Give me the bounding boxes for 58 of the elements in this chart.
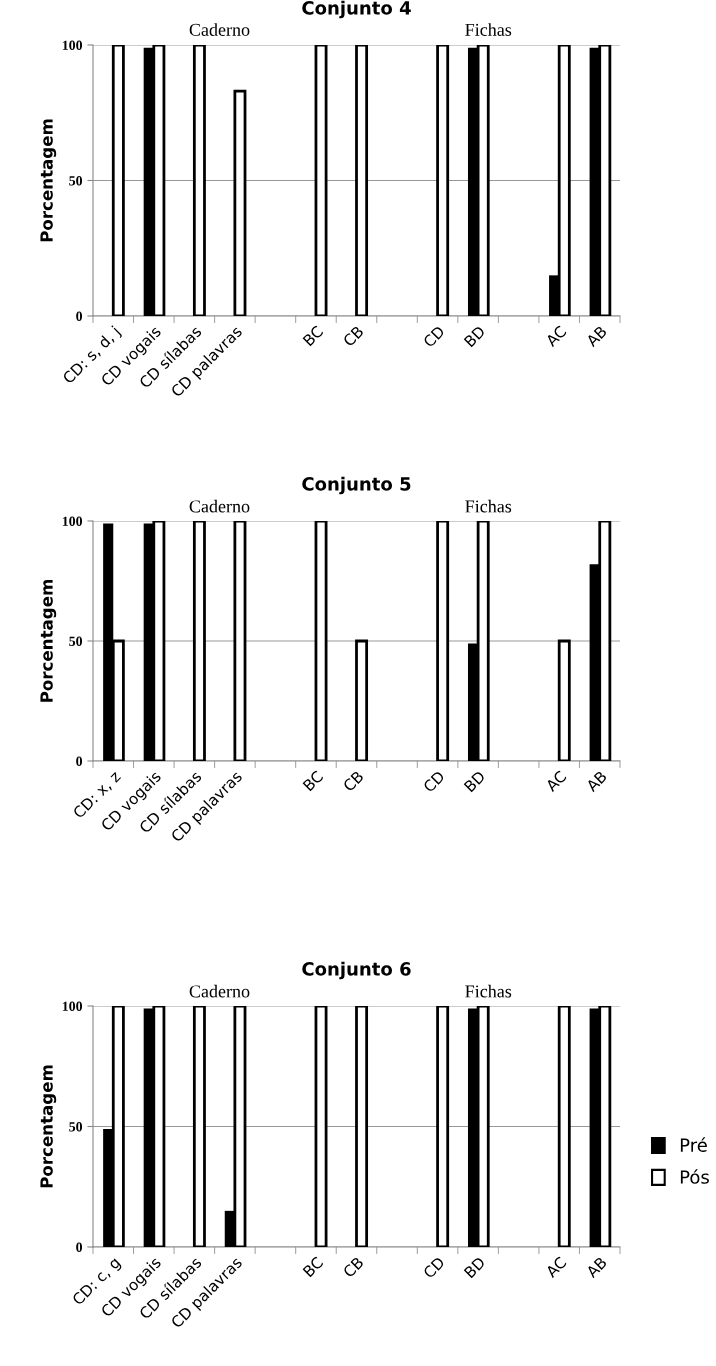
y-tick-label: 100 xyxy=(62,40,83,50)
y-axis-title: Porcentagem xyxy=(40,119,57,242)
bar xyxy=(192,1006,206,1247)
x-tick-label: CB xyxy=(342,770,365,793)
x-tick-label: CD xyxy=(422,325,446,348)
legend-label: Pós xyxy=(680,1169,709,1184)
x-tick-label: BC xyxy=(302,325,324,347)
chart-title: Conjunto 5 xyxy=(302,476,411,495)
chart-title: Conjunto 6 xyxy=(302,961,411,980)
x-tick-label: AC xyxy=(544,770,567,793)
text: Fichas xyxy=(465,499,512,513)
y-tick-label: 50 xyxy=(69,1122,83,1132)
text: Fichas xyxy=(465,984,512,998)
y-tick-label: 0 xyxy=(76,756,83,766)
bar xyxy=(557,1006,571,1247)
y-tick-label: 50 xyxy=(69,176,83,186)
x-tick-label: AB xyxy=(585,325,608,348)
bar xyxy=(314,45,328,316)
y-tick-label: 100 xyxy=(62,1001,83,1011)
text: Fichas xyxy=(465,23,512,36)
bar xyxy=(436,45,450,316)
y-axis-title: Porcentagem xyxy=(40,579,57,702)
x-tick-label: BC xyxy=(302,1256,324,1278)
bar xyxy=(355,1006,369,1247)
x-tick-label: AC xyxy=(544,325,567,348)
x-tick-label: AB xyxy=(585,770,608,793)
legend-label: Pré xyxy=(680,1137,707,1152)
y-tick-label: 0 xyxy=(76,1242,83,1252)
text: Caderno xyxy=(189,984,250,998)
bar xyxy=(436,1006,450,1247)
bar xyxy=(436,521,450,761)
y-tick-label: 100 xyxy=(62,516,83,526)
text: Caderno xyxy=(189,23,250,36)
bar xyxy=(355,45,369,316)
x-tick-label: CD xyxy=(422,1256,446,1279)
chart-title: Conjunto 4 xyxy=(302,0,411,19)
bar xyxy=(192,521,206,761)
bar xyxy=(557,639,571,761)
bar xyxy=(355,639,369,761)
x-tick-label: CB xyxy=(342,325,365,348)
y-tick-label: 50 xyxy=(69,636,83,646)
text: Caderno xyxy=(189,499,250,513)
x-tick-label: AB xyxy=(585,1256,608,1279)
x-tick-label: BD xyxy=(463,770,486,793)
bar xyxy=(314,521,328,761)
bar xyxy=(111,45,125,316)
x-tick-label: BC xyxy=(302,770,324,792)
bar xyxy=(314,1006,328,1247)
x-tick-label: BD xyxy=(463,1256,486,1279)
x-tick-label: CB xyxy=(342,1256,365,1279)
bar xyxy=(233,521,247,761)
x-tick-label: AC xyxy=(544,1256,567,1279)
x-tick-label: CD xyxy=(422,770,446,793)
bar xyxy=(192,45,206,316)
x-tick-label: BD xyxy=(463,325,486,348)
y-tick-label: 0 xyxy=(76,311,83,321)
bar xyxy=(233,89,247,316)
y-axis-title: Porcentagem xyxy=(40,1065,57,1188)
